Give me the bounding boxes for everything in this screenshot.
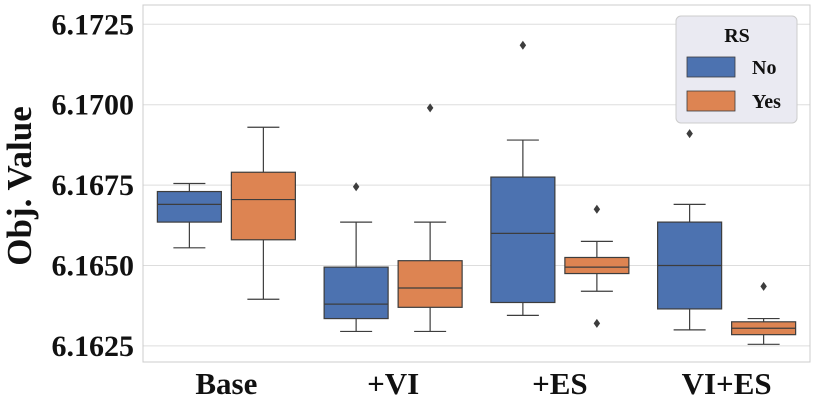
box-base-no	[156, 182, 222, 249]
y-axis-title: Obj. Value	[0, 106, 39, 266]
legend-label-yes: Yes	[752, 91, 781, 113]
box-iqr	[564, 256, 630, 275]
plot-area-frame	[142, 4, 811, 363]
box-iqr	[156, 190, 222, 223]
x-category-labels: Base +VI +ES VI+ES	[195, 366, 771, 401]
outlier-point	[593, 318, 601, 328]
axes	[142, 4, 811, 363]
x-category-label: +ES	[532, 366, 588, 401]
outlier-point	[686, 129, 693, 139]
y-tick-label: 6.1700	[52, 89, 135, 122]
box-iqr	[323, 266, 389, 320]
box-vi-yes	[397, 103, 463, 333]
y-tick-label: 6.1625	[52, 330, 135, 363]
legend-label-no: No	[752, 57, 776, 79]
box-es-yes	[564, 204, 630, 328]
outlier-point	[760, 281, 767, 291]
box-base-yes	[230, 126, 296, 300]
outlier-point	[593, 204, 601, 214]
box-vi-es-yes	[731, 281, 797, 345]
legend-title: RS	[724, 25, 750, 47]
outlier-point	[426, 103, 434, 113]
legend: RS No Yes	[675, 15, 798, 124]
y-tick-labels: 6.1625 6.1650 6.1675 6.1700 6.1725	[52, 8, 135, 363]
box-iqr	[490, 176, 556, 304]
y-tick-label: 6.1675	[52, 169, 135, 202]
box-vi-es-no	[657, 129, 723, 331]
box-iqr	[230, 171, 296, 241]
box-plot-marks	[156, 40, 797, 345]
box-vi-no	[323, 182, 389, 333]
legend-swatch-yes	[686, 90, 736, 112]
y-tick-label: 6.1725	[52, 8, 135, 41]
legend-swatch-no	[686, 56, 736, 78]
x-category-label: Base	[195, 366, 257, 401]
x-category-label: +VI	[367, 366, 419, 401]
x-category-label: VI+ES	[682, 366, 772, 401]
box-es-no	[490, 40, 556, 316]
box-iqr	[397, 260, 463, 308]
outlier-point	[519, 40, 527, 50]
outlier-point	[352, 182, 360, 192]
y-tick-label: 6.1650	[52, 250, 135, 283]
